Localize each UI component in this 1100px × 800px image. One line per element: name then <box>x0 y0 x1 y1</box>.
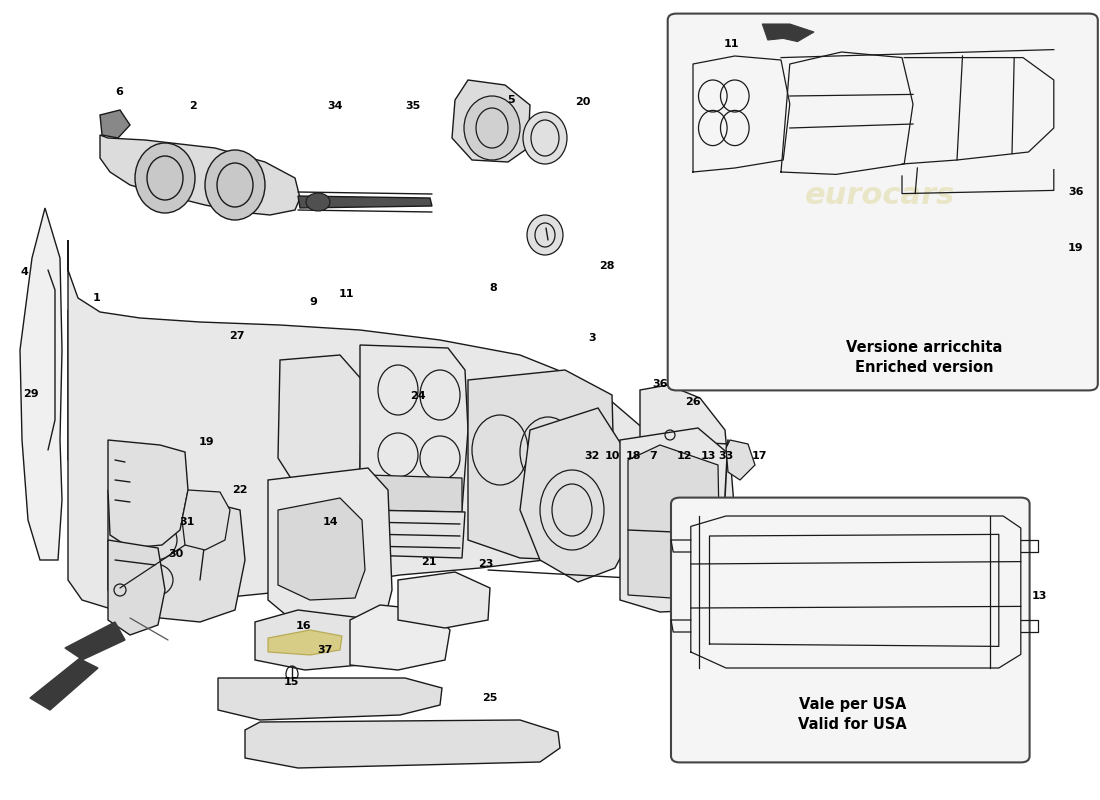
Text: 14: 14 <box>322 517 338 526</box>
Text: 10: 10 <box>605 451 620 461</box>
Text: 12: 12 <box>676 451 692 461</box>
FancyBboxPatch shape <box>671 498 1030 762</box>
Text: 24: 24 <box>410 391 426 401</box>
Polygon shape <box>520 408 635 582</box>
FancyBboxPatch shape <box>668 14 1098 390</box>
Text: 22: 22 <box>232 485 248 494</box>
Text: 26: 26 <box>685 397 701 406</box>
Text: 8: 8 <box>488 283 497 293</box>
Polygon shape <box>468 370 615 560</box>
Ellipse shape <box>205 150 265 220</box>
Text: 23: 23 <box>478 559 494 569</box>
Polygon shape <box>218 678 442 720</box>
Text: 3: 3 <box>588 333 595 342</box>
Text: 33: 33 <box>718 451 734 461</box>
Polygon shape <box>268 630 342 655</box>
Polygon shape <box>68 310 118 490</box>
Text: 7: 7 <box>649 451 658 461</box>
Polygon shape <box>278 355 362 495</box>
Polygon shape <box>628 445 720 600</box>
Polygon shape <box>640 385 730 535</box>
Text: 34: 34 <box>328 101 343 110</box>
Text: 32: 32 <box>584 451 600 461</box>
Polygon shape <box>362 510 465 558</box>
Polygon shape <box>100 135 300 215</box>
Text: 36: 36 <box>1068 187 1084 197</box>
Text: 13: 13 <box>1032 591 1047 601</box>
Text: 6: 6 <box>114 87 123 97</box>
Text: 25: 25 <box>482 693 497 702</box>
Text: eurocars: eurocars <box>805 182 955 210</box>
Text: 4: 4 <box>20 267 29 277</box>
Text: 29: 29 <box>23 389 38 398</box>
Text: 36: 36 <box>652 379 668 389</box>
Polygon shape <box>726 440 755 480</box>
Polygon shape <box>108 540 165 635</box>
Polygon shape <box>108 490 245 622</box>
Text: 13: 13 <box>701 451 716 461</box>
Polygon shape <box>182 490 230 550</box>
Text: a parts store: a parts store <box>190 474 514 518</box>
Polygon shape <box>100 110 130 138</box>
Ellipse shape <box>464 96 520 160</box>
Polygon shape <box>30 622 125 710</box>
Polygon shape <box>620 428 738 612</box>
Text: 19: 19 <box>1068 243 1084 253</box>
Polygon shape <box>278 498 365 600</box>
Text: Versione arricchita
Enriched version: Versione arricchita Enriched version <box>846 340 1002 374</box>
Text: 21: 21 <box>421 557 437 566</box>
Text: 11: 11 <box>339 290 354 299</box>
Ellipse shape <box>522 112 566 164</box>
Text: 30: 30 <box>168 549 184 558</box>
Polygon shape <box>245 720 560 768</box>
Text: 28: 28 <box>600 261 615 270</box>
Polygon shape <box>360 345 467 515</box>
Text: 18: 18 <box>626 451 641 461</box>
Ellipse shape <box>527 215 563 255</box>
Polygon shape <box>762 24 814 42</box>
Text: 17: 17 <box>751 451 767 461</box>
Text: 35: 35 <box>405 101 420 110</box>
Polygon shape <box>20 208 62 560</box>
Polygon shape <box>452 80 530 162</box>
Text: 20: 20 <box>575 98 591 107</box>
Polygon shape <box>268 468 392 628</box>
Polygon shape <box>350 605 450 670</box>
Polygon shape <box>368 475 462 512</box>
Ellipse shape <box>306 193 330 211</box>
Text: 37: 37 <box>317 645 332 654</box>
Polygon shape <box>68 240 668 608</box>
Polygon shape <box>255 610 368 670</box>
Text: Vale per USA
Valid for USA: Vale per USA Valid for USA <box>799 697 906 732</box>
Text: 5: 5 <box>508 95 515 105</box>
Text: 16: 16 <box>296 621 311 630</box>
Text: 31: 31 <box>179 517 195 526</box>
Text: 2: 2 <box>188 101 197 110</box>
Polygon shape <box>298 196 432 208</box>
Text: 27: 27 <box>229 331 244 341</box>
Text: eurocars: eurocars <box>174 390 530 458</box>
Text: 15: 15 <box>284 677 299 686</box>
Polygon shape <box>108 440 188 548</box>
Text: 1: 1 <box>92 293 101 302</box>
Ellipse shape <box>135 143 195 213</box>
Polygon shape <box>398 572 490 628</box>
Text: 9: 9 <box>309 298 318 307</box>
Text: 19: 19 <box>199 437 214 446</box>
Text: 11: 11 <box>724 39 739 49</box>
